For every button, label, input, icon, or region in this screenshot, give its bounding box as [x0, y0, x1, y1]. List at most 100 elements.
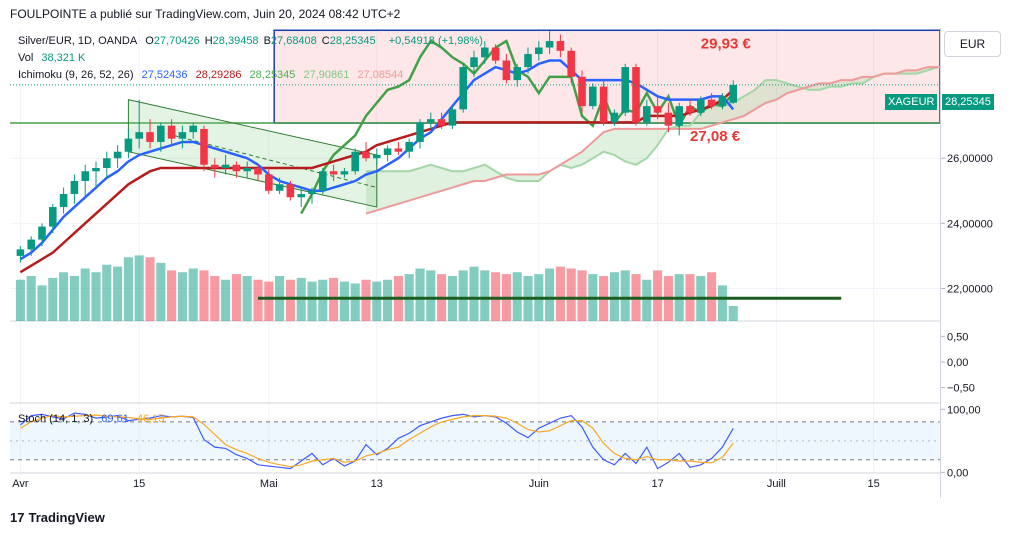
candle-body — [92, 167, 100, 172]
annotation-upper: 29,93 € — [701, 35, 752, 52]
candle-body — [286, 184, 295, 198]
volume-bar — [372, 281, 382, 321]
stoch-d-line — [20, 414, 734, 468]
candle-body — [351, 151, 359, 172]
candle-body — [254, 167, 262, 175]
chart-canvas[interactable]: 29,93 € 27,08 € Avr 15 Mai 13 Juin 17 Juill 15 — [10, 28, 940, 498]
legend-stoch-k: 69,61 — [101, 413, 129, 425]
candle-body — [329, 171, 338, 175]
volume-bar — [91, 272, 101, 321]
volume-bar — [469, 266, 479, 321]
candle-body — [59, 194, 68, 208]
candle-body — [265, 174, 273, 191]
candle-body — [729, 84, 737, 103]
volume-bar — [609, 272, 619, 321]
volume-bar — [188, 268, 198, 321]
stoch-k-line — [20, 412, 734, 470]
x-tick-label: 15 — [867, 478, 879, 490]
candle-body — [383, 148, 392, 155]
legend-change: +0,54918 (+1,98%) — [388, 35, 483, 47]
candle-body — [394, 148, 403, 152]
volume-bar — [512, 272, 522, 321]
volume-bar — [383, 279, 393, 321]
legend-ichimoku-spanA: 27,90861 — [303, 69, 350, 81]
volume-bar — [37, 285, 47, 321]
senkou-span-a — [366, 66, 940, 183]
tradingview-logo-icon: 17 — [10, 510, 25, 525]
tenkan-sen — [19, 59, 735, 261]
candle-body — [437, 119, 446, 126]
candle-body — [545, 41, 554, 48]
volume-bar — [480, 270, 490, 321]
candle-body — [524, 54, 532, 68]
kumo-cloud — [366, 67, 940, 214]
volume-bar — [231, 274, 241, 321]
candle-body — [675, 106, 683, 126]
volume-bar — [80, 268, 90, 321]
y-tick-label: 24,00000 — [947, 218, 993, 230]
footer-brand[interactable]: 17 TradingView — [10, 510, 105, 525]
candle-body — [491, 47, 500, 61]
legend-ohlc-c: C28,25345 — [321, 35, 376, 47]
candle-body — [297, 194, 305, 198]
legend-ichimoku-label: Ichimoku (9, 26, 52, 26) — [18, 69, 134, 81]
volume-bar — [264, 281, 274, 321]
volume-bar — [177, 272, 187, 321]
candle-body — [470, 57, 478, 68]
price-axis[interactable]: 26,00000 24,00000 22,00000 0,50 0,00 −0,50 100… — [940, 28, 1004, 498]
candle-body — [113, 151, 122, 159]
volume-bar — [26, 276, 36, 321]
volume-bar — [242, 276, 252, 321]
volume-bar — [69, 276, 79, 321]
x-tick-label: Juill — [767, 478, 786, 490]
candle-body — [610, 112, 619, 123]
legend-ichimoku: Ichimoku (9, 26, 52, 26) 27,52436 28,292… — [18, 69, 408, 81]
candle-body — [178, 132, 187, 139]
candle-body — [135, 132, 143, 139]
volume-bar — [113, 266, 123, 321]
volume-bar — [707, 272, 717, 321]
x-tick-label: 13 — [371, 478, 383, 490]
candle-body — [103, 158, 111, 168]
x-tick-label: Juin — [529, 478, 549, 490]
candle-body — [643, 106, 651, 123]
annotation-lower: 27,08 € — [690, 128, 741, 145]
volume-bar — [210, 276, 220, 321]
volume-bar — [415, 268, 425, 321]
volume-bar — [318, 279, 328, 321]
candle-body — [373, 154, 381, 159]
candle-body — [27, 239, 35, 250]
currency-button[interactable]: EUR — [944, 31, 1001, 57]
candle-body — [167, 125, 176, 139]
y-tick-label: 26,00000 — [947, 153, 993, 165]
candle-body — [49, 207, 57, 227]
volume-bar — [491, 272, 501, 321]
candle-body — [157, 125, 165, 142]
volume-bar — [426, 270, 436, 321]
volume-bar — [545, 268, 555, 321]
x-tick-label: Mai — [260, 478, 278, 490]
candle-body — [578, 76, 586, 107]
volume-bar — [620, 270, 630, 321]
footer-brand-label: TradingView — [28, 510, 105, 525]
volume-bar — [361, 279, 371, 321]
volume-bar — [156, 262, 166, 321]
volume-bar — [48, 277, 58, 321]
candle-body — [340, 171, 349, 175]
candle-body — [599, 86, 608, 123]
legend-symbol: Silver/EUR, 1D, OANDA — [18, 35, 138, 47]
y-tick-label: 22,00000 — [947, 283, 993, 295]
candle-body — [707, 99, 716, 107]
candle-body — [513, 67, 521, 81]
candle-body — [232, 164, 241, 172]
candle-body — [502, 60, 511, 81]
volume-bar — [221, 279, 231, 321]
legend-vol-value: 38,321 K — [41, 52, 86, 64]
candle-body — [632, 67, 640, 123]
legend-stoch-d: 46,15 — [136, 413, 165, 425]
x-tick-label: 15 — [133, 478, 145, 490]
volume-bar — [728, 306, 738, 321]
volume-bar — [458, 270, 468, 321]
candle-body — [535, 47, 543, 55]
candle-body — [16, 249, 25, 256]
